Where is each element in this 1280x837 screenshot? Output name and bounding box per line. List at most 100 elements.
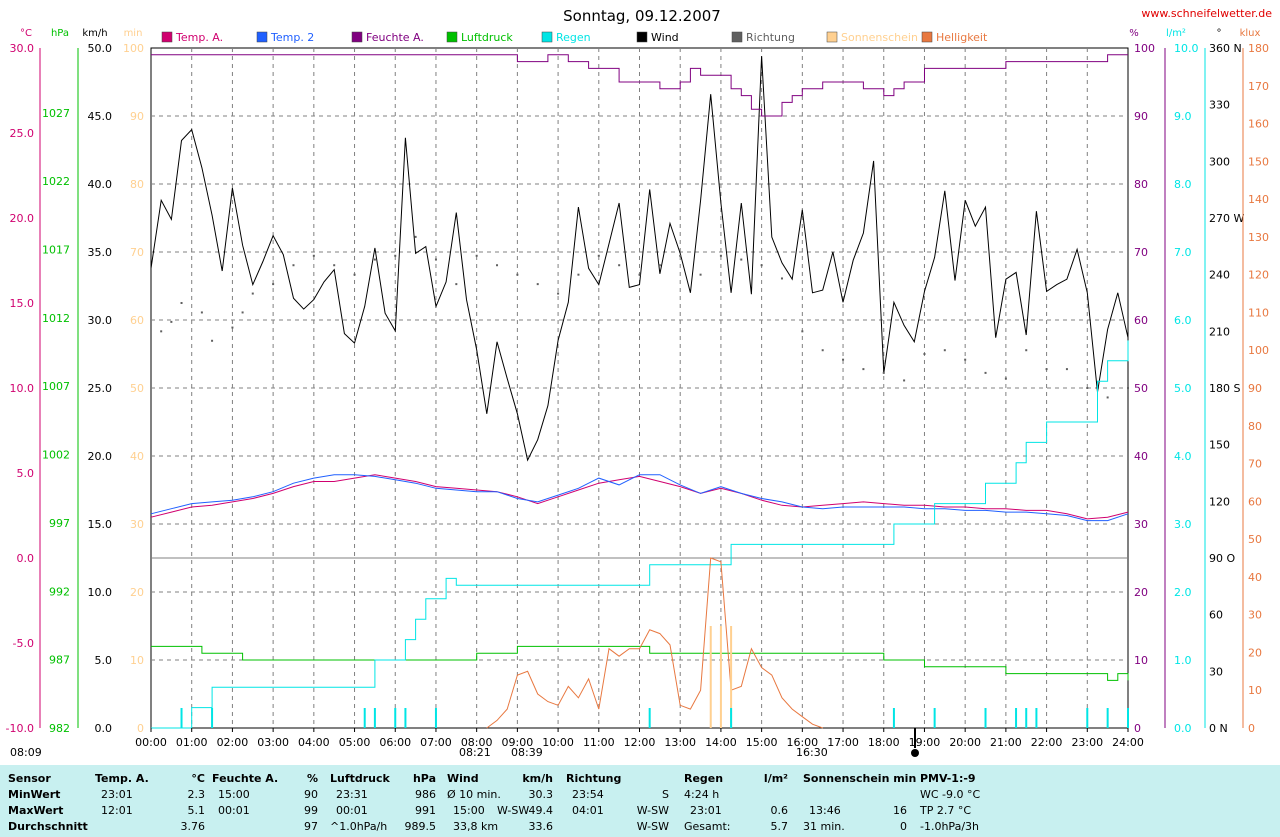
series-line-0 — [150, 56, 1129, 462]
temp-axis-tick: 0.0 — [17, 552, 35, 565]
rain-axis-tick: 2.0 — [1174, 586, 1192, 599]
direction-point — [496, 264, 499, 267]
sun-axis-tick: 70 — [130, 246, 144, 259]
stats-dewpoint: TP 2.7 °C — [920, 804, 972, 817]
stats-temp-avg: 3.76 — [180, 820, 206, 833]
legend-label-3: Luftdruck — [461, 31, 513, 44]
humidity-axis-tick: 80 — [1134, 178, 1148, 191]
direction-point — [241, 311, 244, 314]
stats-wind-col: Wind km/h Ø 10 min. 30.3 15:00 W-SW 49.4 33,… — [447, 771, 553, 835]
stats-header-temp: Temp. A. — [95, 772, 149, 785]
stats-dir-min: S — [662, 788, 669, 801]
legend-swatch-0 — [161, 31, 173, 43]
stats-sun-avg: 0 — [900, 820, 907, 833]
light-axis-tick: 130 — [1248, 231, 1269, 244]
axes: 30.0 25.0 20.0 15.0 10.0 5.0 0.0 -5.0 -10.0 1027 1… — [6, 42, 1269, 735]
light-axis-tick: 150 — [1248, 155, 1269, 168]
light-axis-tick: 110 — [1248, 306, 1269, 319]
stats-dir-col: Richtung 23:54 S 04:01 W-SW W-SW — [566, 771, 669, 835]
humidity-axis-tick: 30 — [1134, 518, 1148, 531]
stats-sun-max-time: 13:46 — [809, 804, 841, 817]
direction-point — [658, 264, 661, 267]
stats-pmv-col: PMV-1:-9 WC -9.0 °C TP 2.7 °C -1.0hPa/3h — [920, 771, 1040, 835]
legend-label-2: Feuchte A. — [366, 31, 424, 44]
stats-hum-max: 99 — [304, 804, 318, 817]
sun-axis-tick: 90 — [130, 110, 144, 123]
direction-axis-tick: 60 — [1209, 609, 1223, 622]
rain-axis-tick: 3.0 — [1174, 518, 1192, 531]
stats-wind-min: 30.3 — [528, 788, 554, 801]
light-axis-tick: 90 — [1248, 382, 1262, 395]
direction-axis-tick: 330 — [1209, 99, 1230, 112]
stats-windchill: WC -9.0 °C — [920, 788, 981, 801]
x-tick-label: 14:00 — [705, 736, 737, 749]
direction-point — [882, 371, 885, 374]
x-tick-label: 13:00 — [664, 736, 696, 749]
stats-dir-avg: W-SW — [636, 820, 669, 833]
direction-point — [394, 254, 397, 257]
direction-point — [200, 311, 203, 314]
direction-point — [923, 353, 926, 355]
humidity-axis-tick: 100 — [1134, 42, 1155, 55]
axis-unit-1: hPa — [51, 28, 69, 39]
wind-axis-tick: 40.0 — [88, 178, 113, 191]
direction-point — [1004, 377, 1007, 380]
light-axis-tick: 10 — [1248, 684, 1262, 697]
pressure-axis-tick: 992 — [49, 585, 70, 598]
direction-point — [373, 258, 376, 261]
stats-sun-total: 31 min. — [803, 820, 845, 833]
axis-unit-7: klux — [1240, 28, 1261, 39]
direction-axis-tick: 210 — [1209, 325, 1230, 338]
light-axis-tick: 120 — [1248, 269, 1269, 282]
x-tick-label: 03:00 — [257, 736, 289, 749]
direction-point — [434, 258, 437, 261]
direction-point — [557, 292, 560, 295]
light-axis-tick: 80 — [1248, 420, 1262, 433]
legend-swatch-8 — [921, 31, 933, 43]
legend-label-1: Temp. 2 — [270, 31, 314, 44]
stats-temp-max-time: 12:01 — [101, 804, 133, 817]
direction-point — [943, 349, 946, 352]
stats-wind-distance: 33,8 km — [453, 820, 499, 833]
x-tick-label: 06:00 — [379, 736, 411, 749]
stats-unit-rain: l/m² — [763, 772, 788, 785]
direction-point — [312, 254, 315, 257]
direction-point — [903, 379, 906, 382]
stats-rain-max: 0.6 — [770, 804, 789, 817]
x-tick-label: 05:00 — [339, 736, 371, 749]
temp-axis-tick: 20.0 — [10, 212, 35, 225]
legend-label-8: Helligkeit — [936, 31, 988, 44]
legend-swatch-6 — [731, 31, 743, 43]
direction-point — [516, 273, 519, 276]
pressure-axis-tick: 987 — [49, 654, 70, 667]
sun-axis-tick: 10 — [130, 654, 144, 667]
legend-swatch-4 — [541, 31, 553, 43]
stats-hum-min-time: 15:00 — [218, 788, 250, 801]
direction-point — [984, 371, 987, 374]
stats-sensor-col: Sensor MinWert MaxWert Durchschnitt — [8, 771, 88, 835]
direction-axis-tick: 240 — [1209, 269, 1230, 282]
x-tick-label: 16:00 — [786, 736, 818, 749]
chart-title: Sonntag, 09.12.2007 — [563, 7, 721, 25]
temp-axis-tick: 30.0 — [10, 42, 35, 55]
humidity-axis-tick: 90 — [1134, 110, 1148, 123]
stats-unit-temp: °C — [191, 772, 205, 785]
site-link[interactable]: www.schneifelwetter.de — [1141, 7, 1272, 20]
series-line-6 — [486, 557, 823, 729]
light-axis-tick: 40 — [1248, 571, 1262, 584]
light-axis-tick: 140 — [1248, 193, 1269, 206]
legend-label-5: Wind — [651, 31, 679, 44]
x-tick-label: 17:00 — [827, 736, 859, 749]
stats-unit-press: hPa — [412, 772, 436, 785]
direction-point — [577, 273, 580, 276]
stats-header-hum: Feuchte A. — [212, 772, 279, 785]
sun-axis-tick: 0 — [137, 722, 144, 735]
stats-header-sensor: Sensor — [8, 772, 51, 785]
stats-wind-max-dir: W-SW — [497, 804, 530, 817]
stats-hum-col: Feuchte A.% 15:00 90 00:01 99 97 — [212, 771, 318, 835]
stats-dir-max-time: 04:01 — [572, 804, 604, 817]
stats-press-col: Luftdruck hPa 23:31 986 00:01 991 ^1.0hPa/h… — [330, 771, 436, 835]
light-axis-tick: 60 — [1248, 495, 1262, 508]
grid — [151, 48, 1128, 728]
direction-point — [862, 368, 865, 371]
